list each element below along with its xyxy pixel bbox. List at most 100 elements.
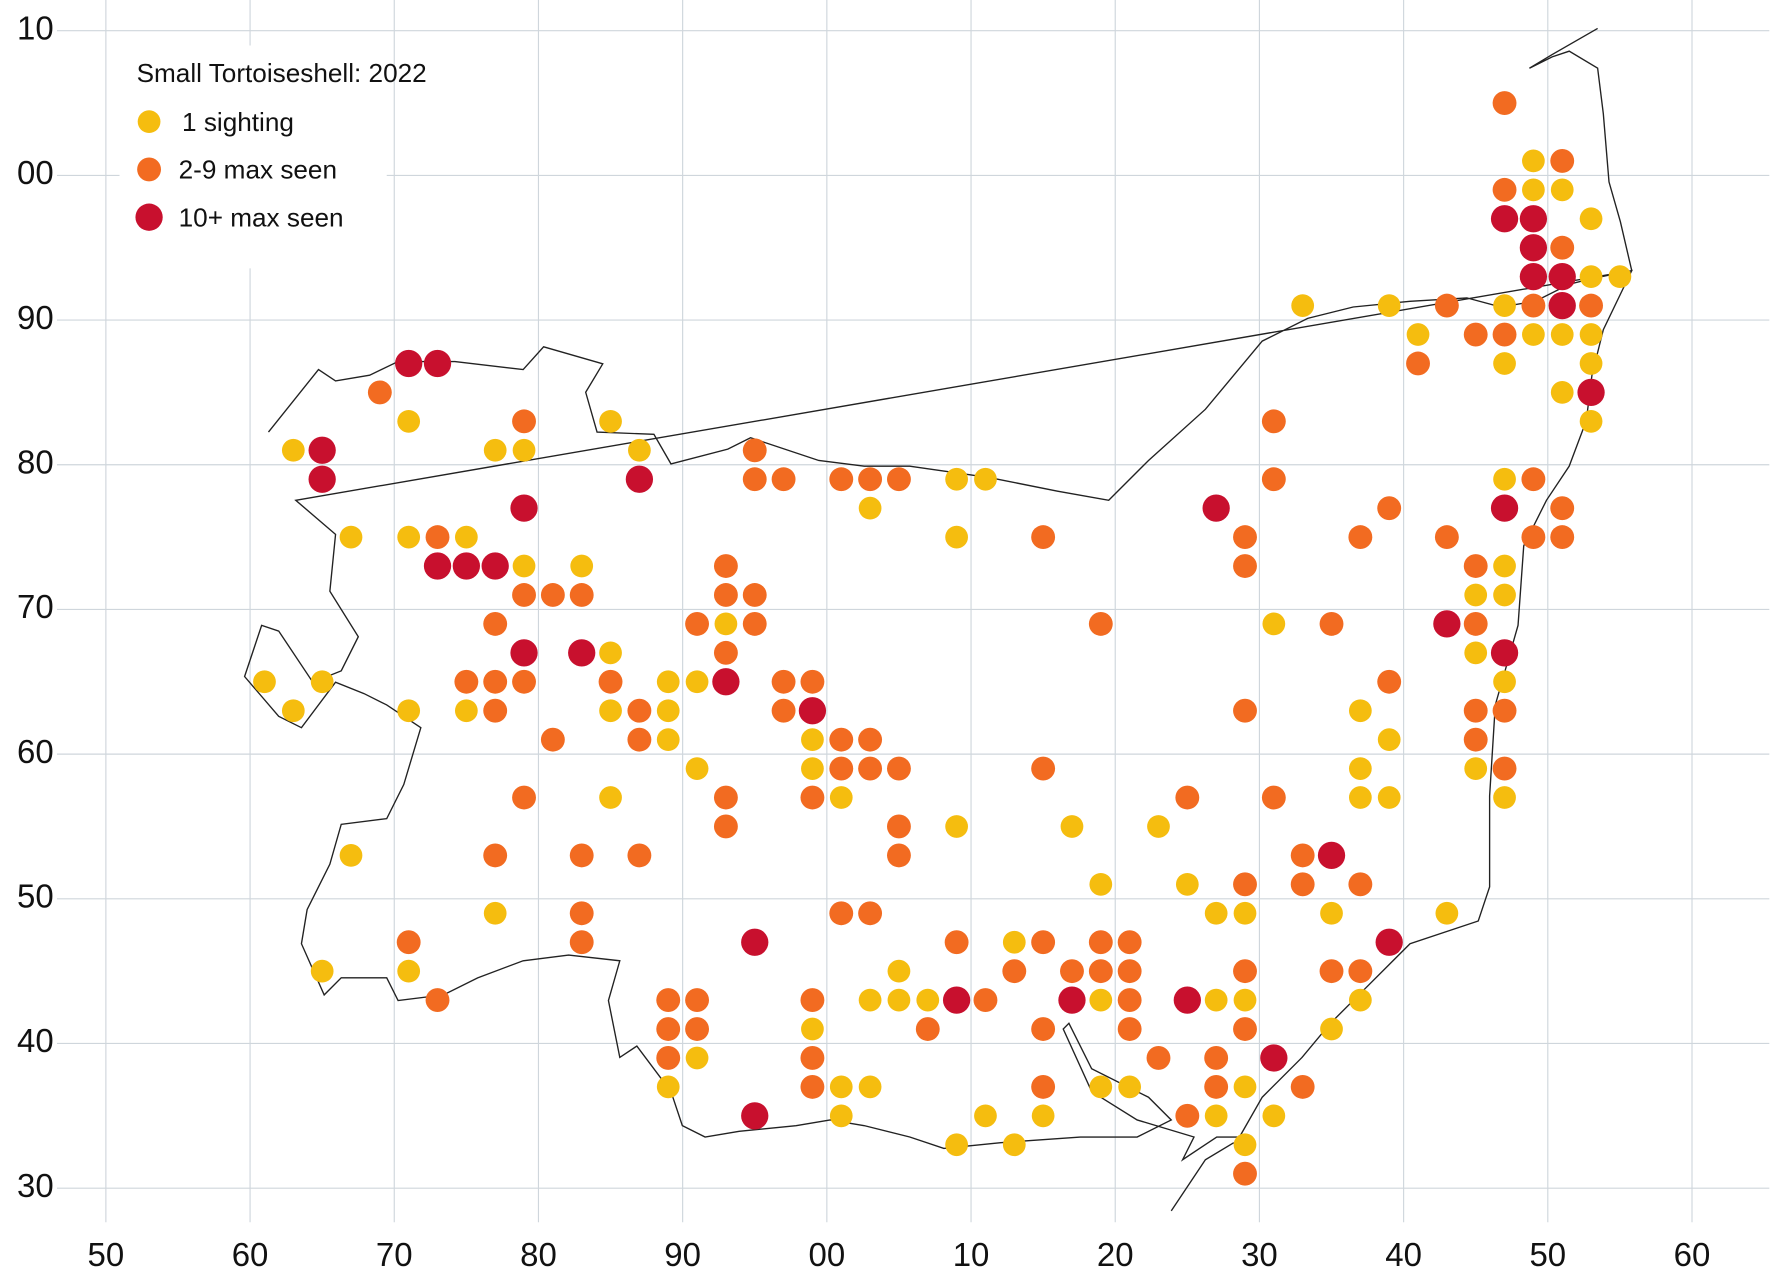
sighting-dot bbox=[1550, 525, 1575, 550]
sighting-dot bbox=[1493, 554, 1516, 578]
sighting-dot bbox=[1031, 1017, 1056, 1041]
sighting-dot bbox=[1490, 205, 1519, 233]
sighting-dot bbox=[1519, 234, 1548, 262]
sighting-dot bbox=[713, 785, 738, 810]
y-tick-label: 90 bbox=[17, 299, 54, 336]
sighting-dot bbox=[569, 843, 594, 868]
sighting-dot bbox=[1550, 496, 1575, 521]
sighting-dot bbox=[858, 988, 882, 1012]
sighting-dot bbox=[397, 409, 421, 433]
sighting-dot bbox=[1377, 786, 1401, 809]
sighting-dot bbox=[713, 583, 738, 607]
sighting-dot bbox=[685, 1017, 710, 1041]
sighting-dot bbox=[1233, 872, 1257, 897]
sighting-dot bbox=[1579, 352, 1603, 375]
sighting-dot bbox=[1320, 901, 1343, 925]
dots bbox=[253, 91, 1632, 1186]
sighting-dot bbox=[1233, 901, 1257, 925]
sighting-dot bbox=[1463, 322, 1488, 347]
sighting-dot bbox=[483, 438, 507, 462]
legend-label: 2-9 max seen bbox=[179, 155, 337, 185]
y-tick-label: 00 bbox=[17, 154, 54, 191]
sighting-dot bbox=[308, 436, 336, 464]
sighting-dot bbox=[1291, 294, 1315, 317]
sighting-dot bbox=[1031, 1074, 1056, 1099]
sighting-dot bbox=[742, 438, 767, 463]
sighting-dot bbox=[512, 785, 536, 810]
sighting-dot bbox=[1204, 1046, 1229, 1070]
sighting-dot bbox=[569, 583, 594, 607]
sighting-dot bbox=[540, 583, 565, 607]
sighting-dot bbox=[569, 930, 594, 955]
sighting-dot bbox=[656, 699, 680, 723]
sighting-dot bbox=[1375, 928, 1403, 956]
x-tick-label: 80 bbox=[520, 1236, 557, 1273]
sighting-dot bbox=[1377, 669, 1402, 694]
sighting-dot bbox=[1118, 1075, 1142, 1099]
sighting-dot bbox=[1490, 494, 1519, 522]
sighting-dot bbox=[425, 988, 450, 1013]
sighting-dot bbox=[1579, 293, 1604, 318]
legend-box bbox=[119, 45, 387, 269]
sighting-dot bbox=[656, 1046, 681, 1070]
x-tick-label: 50 bbox=[88, 1236, 125, 1273]
sighting-dot bbox=[829, 1104, 853, 1128]
sighting-dot bbox=[685, 988, 710, 1013]
sighting-dot bbox=[310, 670, 334, 694]
sighting-dot bbox=[945, 815, 968, 838]
sighting-dot bbox=[1492, 756, 1517, 781]
sighting-dot bbox=[1550, 381, 1574, 404]
sighting-dot bbox=[685, 1046, 709, 1070]
sighting-dot bbox=[656, 728, 680, 752]
y-tick-label: 10 bbox=[17, 9, 54, 46]
sighting-dot bbox=[1550, 235, 1575, 260]
sighting-dot bbox=[627, 843, 652, 868]
sighting-dot bbox=[1519, 205, 1548, 233]
sighting-dot bbox=[1261, 409, 1286, 434]
sighting-dot bbox=[858, 496, 882, 520]
sighting-dot bbox=[1463, 698, 1488, 723]
sighting-dot bbox=[1435, 901, 1459, 925]
sighting-dot bbox=[627, 727, 652, 752]
sighting-dot bbox=[1577, 378, 1605, 407]
x-tick-label: 20 bbox=[1097, 1236, 1134, 1273]
sighting-dot bbox=[801, 728, 824, 752]
sighting-dot bbox=[512, 669, 536, 694]
sighting-dot bbox=[800, 785, 825, 810]
sighting-dot bbox=[1175, 785, 1200, 810]
sighting-dot bbox=[510, 494, 538, 522]
sighting-dot bbox=[771, 698, 796, 723]
sighting-dot bbox=[1088, 930, 1113, 955]
sighting-dot bbox=[1002, 959, 1027, 984]
sighting-dot bbox=[801, 1017, 824, 1041]
sighting-dot bbox=[1490, 639, 1519, 667]
sighting-dot bbox=[829, 786, 853, 809]
sighting-dot bbox=[454, 669, 479, 694]
sighting-dot bbox=[741, 1102, 769, 1130]
sighting-dot bbox=[1320, 1017, 1343, 1041]
sighting-dot bbox=[1434, 525, 1459, 550]
sighting-dot bbox=[801, 757, 824, 780]
y-tick-label: 30 bbox=[17, 1167, 54, 1204]
sighting-dot bbox=[1233, 988, 1257, 1012]
sighting-dot bbox=[713, 814, 738, 839]
sighting-dot bbox=[1117, 988, 1142, 1013]
sighting-dot bbox=[1058, 986, 1086, 1014]
sighting-dot bbox=[1348, 525, 1373, 550]
sighting-dot bbox=[887, 959, 911, 983]
y-tick-label: 80 bbox=[17, 443, 54, 480]
x-tick-label: 60 bbox=[1674, 1236, 1711, 1273]
sighting-dot bbox=[1493, 670, 1516, 694]
sighting-dot bbox=[628, 438, 651, 462]
sighting-dot bbox=[974, 1104, 997, 1128]
sighting-dot bbox=[1262, 612, 1286, 636]
legend: 1 sighting 2-9 max seen 10+ max seen bbox=[135, 107, 344, 232]
sighting-dot bbox=[713, 554, 738, 578]
sighting-dot bbox=[310, 959, 334, 983]
sighting-dot bbox=[483, 843, 508, 868]
sighting-dot bbox=[599, 409, 622, 433]
sighting-dot bbox=[1464, 641, 1488, 665]
sighting-dot bbox=[598, 669, 623, 694]
sighting-dot bbox=[1117, 930, 1142, 955]
sighting-dot bbox=[1147, 815, 1170, 838]
